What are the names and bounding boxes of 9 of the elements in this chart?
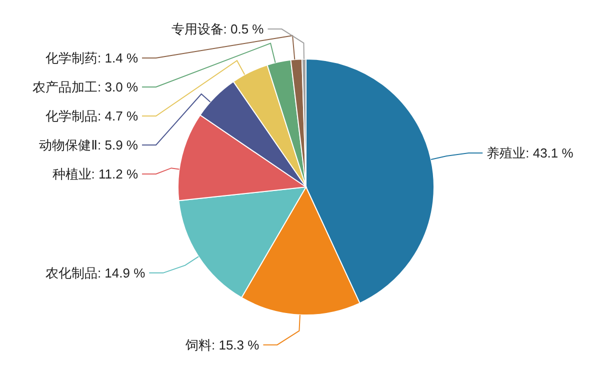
slice-label: 农产品加工: 3.0 % — [32, 80, 138, 95]
slice-label: 化学制药: 1.4 % — [46, 50, 138, 66]
slice-label: 种植业: 11.2 % — [52, 166, 138, 182]
slice-label: 动物保健Ⅱ: 5.9 % — [39, 138, 138, 153]
slice-label: 饲料: 15.3 % — [184, 337, 260, 352]
slice-label: 化学制品: 4.7 % — [46, 108, 138, 124]
slice-label: 养殖业: 43.1 % — [486, 146, 574, 161]
slice-label: 农化制品: 14.9 % — [45, 265, 146, 280]
slice-label: 专用设备: 0.5 % — [171, 22, 264, 37]
